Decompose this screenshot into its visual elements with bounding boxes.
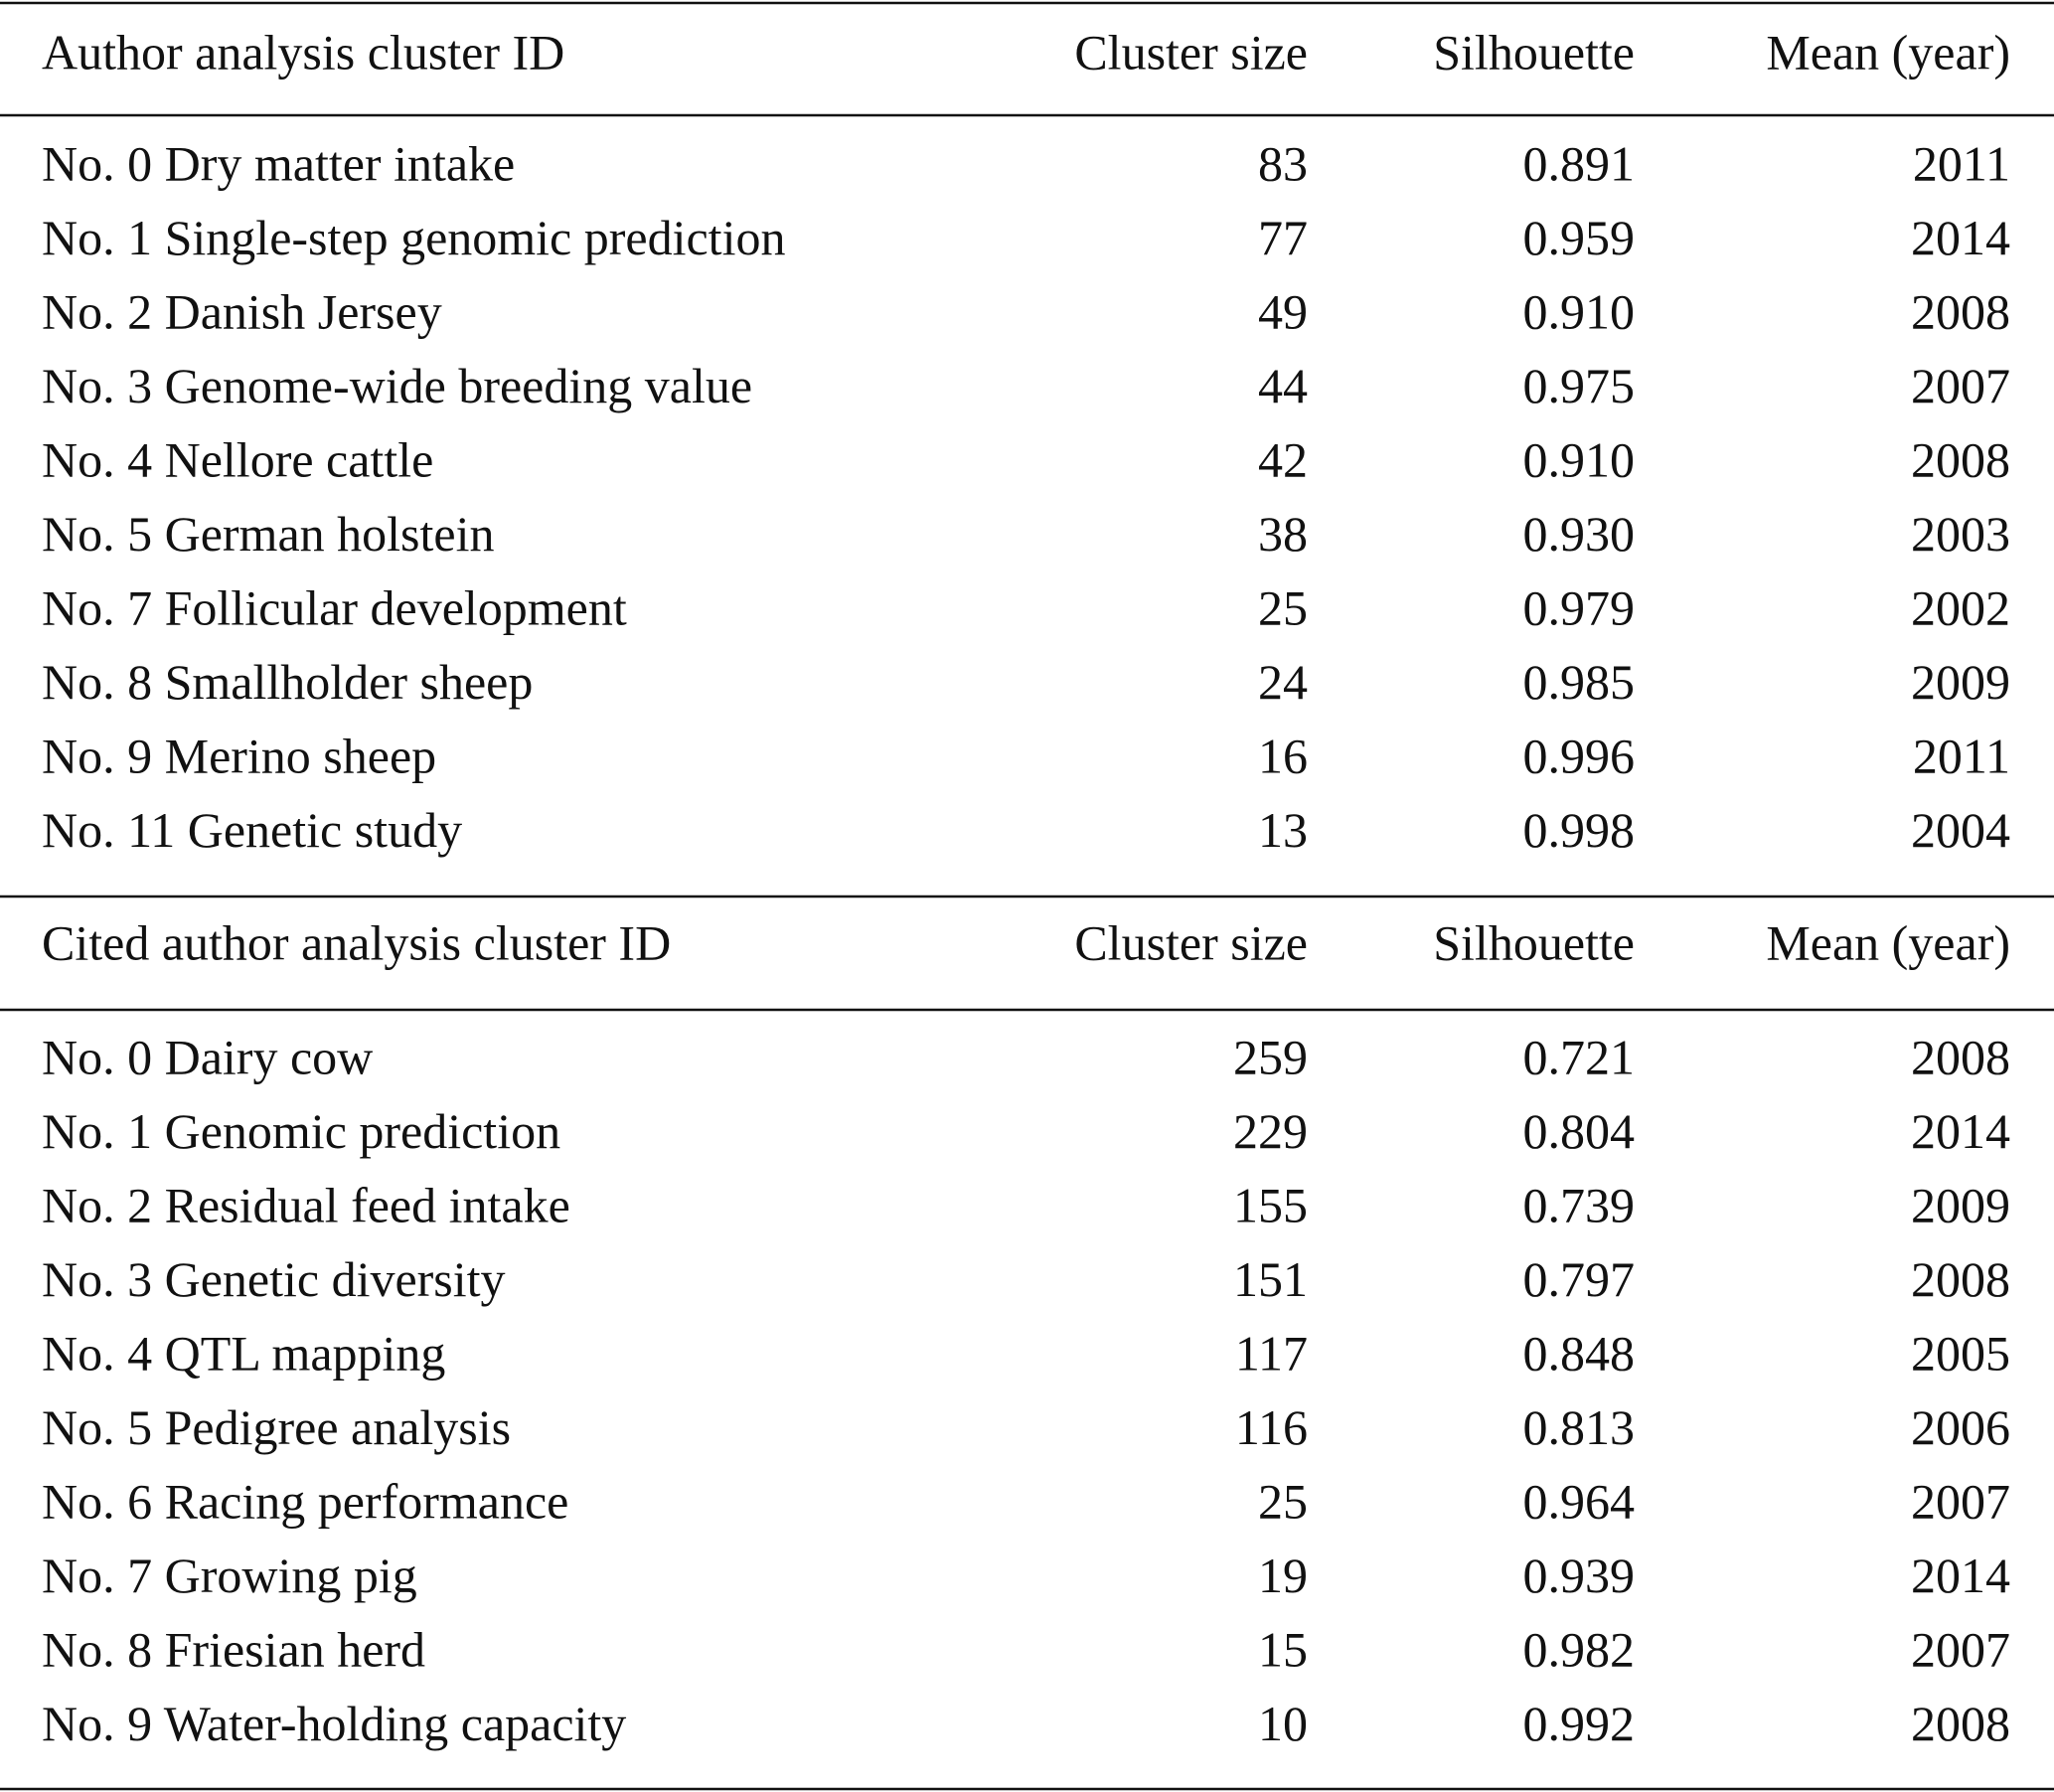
header-cell: Cluster size [1074, 914, 1308, 970]
cell: 13 [1258, 802, 1308, 858]
cell: 0.939 [1523, 1548, 1636, 1603]
cell: 16 [1258, 728, 1308, 783]
cell: 0.910 [1523, 431, 1636, 487]
cell: 2014 [1911, 1548, 2010, 1603]
cell: No. 7 Follicular development [42, 579, 627, 635]
header-cell: Silhouette [1433, 914, 1635, 970]
header-cell: Mean (year) [1766, 914, 2010, 970]
header-cell: Mean (year) [1766, 24, 2010, 80]
cell: 116 [1235, 1399, 1308, 1455]
cell: 0.964 [1523, 1473, 1636, 1529]
cell: 0.979 [1523, 579, 1636, 635]
cell: 0.985 [1523, 654, 1636, 710]
cell: No. 4 Nellore cattle [42, 431, 433, 487]
cell: 0.930 [1523, 506, 1636, 562]
cell: 15 [1258, 1621, 1308, 1677]
cell: 2002 [1911, 579, 2010, 635]
cell: 2008 [1911, 1029, 2010, 1084]
cell: 83 [1258, 135, 1308, 191]
cell: No. 9 Water-holding capacity [42, 1696, 626, 1751]
header-cell: Silhouette [1433, 24, 1635, 80]
cell: 2014 [1911, 210, 2010, 265]
cell: No. 1 Single-step genomic prediction [42, 210, 785, 265]
cell: 0.910 [1523, 283, 1636, 339]
cell: No. 8 Smallholder sheep [42, 654, 533, 710]
cell: 2008 [1911, 1251, 2010, 1307]
cell: 259 [1233, 1029, 1308, 1084]
cell: 2005 [1911, 1325, 2010, 1381]
cell: 77 [1258, 210, 1308, 265]
cell: 2014 [1911, 1103, 2010, 1159]
cell: 0.891 [1523, 135, 1636, 191]
cell: 25 [1258, 579, 1308, 635]
cell: 24 [1258, 654, 1308, 710]
cell: 2011 [1913, 728, 2010, 783]
cell: 0.739 [1523, 1177, 1636, 1232]
cell: 10 [1258, 1696, 1308, 1751]
header-cell: Cluster size [1074, 24, 1308, 80]
cell: 0.721 [1523, 1029, 1636, 1084]
cell: No. 11 Genetic study [42, 802, 462, 858]
cell: 2007 [1911, 1621, 2010, 1677]
header-cell: Author analysis cluster ID [42, 24, 564, 80]
cell: 2007 [1911, 358, 2010, 413]
cell: No. 5 Pedigree analysis [42, 1399, 511, 1455]
cell: 42 [1258, 431, 1308, 487]
cell: 155 [1233, 1177, 1308, 1232]
cell: No. 7 Growing pig [42, 1548, 417, 1603]
cell: 229 [1233, 1103, 1308, 1159]
cell: 0.998 [1523, 802, 1636, 858]
cell: 38 [1258, 506, 1308, 562]
cell: 2008 [1911, 1696, 2010, 1751]
cell: No. 0 Dry matter intake [42, 135, 515, 191]
cell: 0.804 [1523, 1103, 1636, 1159]
cell: 117 [1235, 1325, 1308, 1381]
cell: 2009 [1911, 654, 2010, 710]
cell: 49 [1258, 283, 1308, 339]
cell: No. 3 Genome-wide breeding value [42, 358, 752, 413]
cell: No. 3 Genetic diversity [42, 1251, 506, 1307]
cell: 2008 [1911, 431, 2010, 487]
cell: 2009 [1911, 1177, 2010, 1232]
cell: No. 1 Genomic prediction [42, 1103, 560, 1159]
cell: No. 5 German holstein [42, 506, 494, 562]
cell: 0.992 [1523, 1696, 1636, 1751]
cell: 0.975 [1523, 358, 1636, 413]
cell: 2004 [1911, 802, 2010, 858]
cell: 0.996 [1523, 728, 1636, 783]
cell: 0.813 [1523, 1399, 1636, 1455]
cell: 0.797 [1523, 1251, 1636, 1307]
cell: 0.959 [1523, 210, 1636, 265]
cell: 19 [1258, 1548, 1308, 1603]
cell: No. 8 Friesian herd [42, 1621, 425, 1677]
cell: 0.982 [1523, 1621, 1636, 1677]
cell: No. 6 Racing performance [42, 1473, 568, 1529]
cell: No. 9 Merino sheep [42, 728, 436, 783]
cell: 25 [1258, 1473, 1308, 1529]
cell: 44 [1258, 358, 1308, 413]
cell: 151 [1233, 1251, 1308, 1307]
cell: No. 0 Dairy cow [42, 1029, 373, 1084]
cell: 2003 [1911, 506, 2010, 562]
cell: 2006 [1911, 1399, 2010, 1455]
header-cell: Cited author analysis cluster ID [42, 914, 671, 970]
cell: 2011 [1913, 135, 2010, 191]
cell: No. 2 Danish Jersey [42, 283, 442, 339]
cell: No. 4 QTL mapping [42, 1325, 445, 1381]
cell: 2007 [1911, 1473, 2010, 1529]
cell: No. 2 Residual feed intake [42, 1177, 570, 1232]
cell: 2008 [1911, 283, 2010, 339]
cell: 0.848 [1523, 1325, 1636, 1381]
